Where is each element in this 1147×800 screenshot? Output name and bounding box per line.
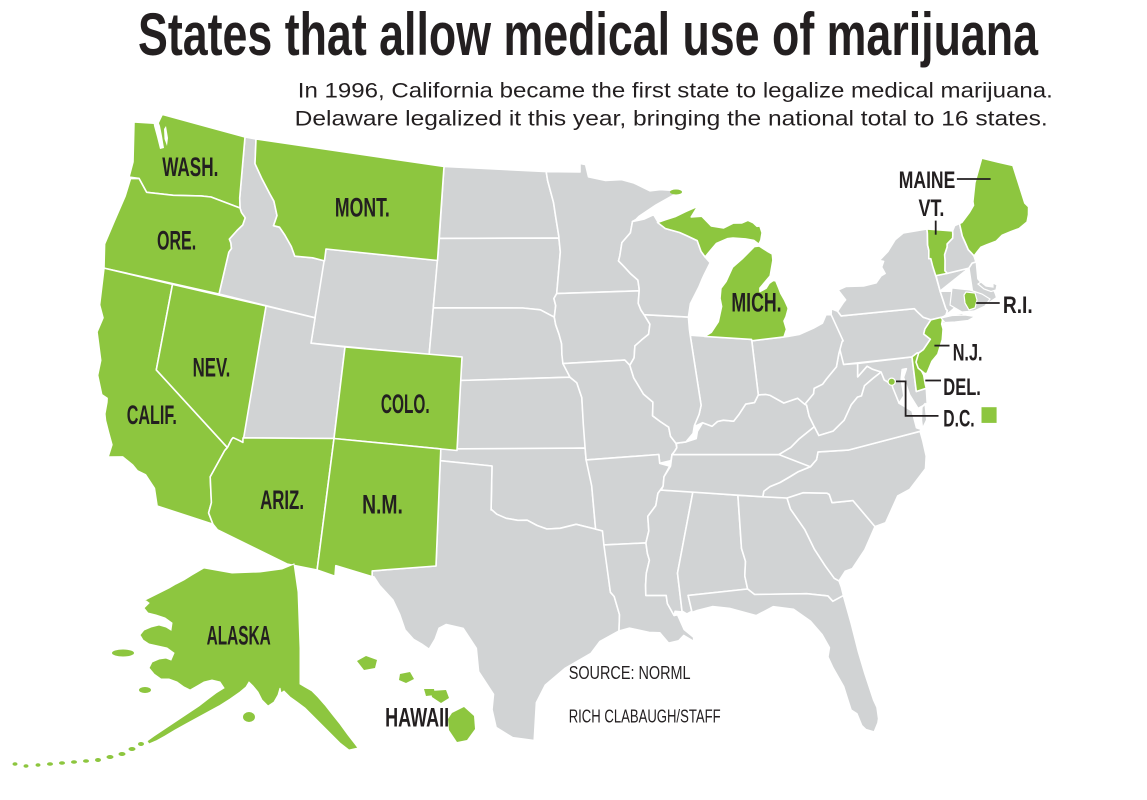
svg-text:D.C.: D.C. — [943, 405, 974, 432]
svg-text:R.I.: R.I. — [1003, 292, 1033, 319]
svg-text:ARIZ.: ARIZ. — [260, 484, 304, 515]
svg-text:NEV.: NEV. — [193, 351, 231, 382]
svg-text:MAINE: MAINE — [899, 167, 956, 194]
svg-text:Delaware legalized it this yea: Delaware legalized it this year, bringin… — [295, 106, 1048, 130]
svg-text:ORE.: ORE. — [157, 224, 196, 255]
svg-text:MICH.: MICH. — [731, 287, 781, 318]
svg-text:States that allow medical use: States that allow medical use of marijua… — [138, 1, 1038, 68]
svg-text:DEL.: DEL. — [943, 374, 981, 401]
svg-text:RICH CLABAUGH/STAFF: RICH CLABAUGH/STAFF — [569, 706, 721, 726]
svg-text:COLO.: COLO. — [381, 388, 430, 419]
svg-text:SOURCE: NORML: SOURCE: NORML — [569, 663, 691, 683]
svg-text:ALASKA: ALASKA — [207, 619, 271, 650]
svg-text:MONT.: MONT. — [335, 192, 390, 223]
svg-text:HAWAII: HAWAII — [385, 702, 449, 733]
svg-text:N.J.: N.J. — [953, 339, 983, 366]
svg-text:CALIF.: CALIF. — [127, 399, 177, 430]
svg-text:VT.: VT. — [919, 195, 945, 222]
svg-text:In 1996, California became the: In 1996, California became the first sta… — [298, 79, 1053, 103]
svg-text:N.M.: N.M. — [362, 489, 403, 520]
svg-text:WASH.: WASH. — [162, 151, 218, 182]
